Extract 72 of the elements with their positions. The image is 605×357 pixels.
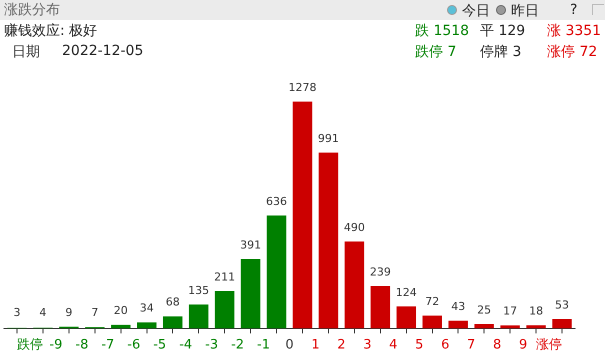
x-tick-label: 8 bbox=[492, 338, 502, 353]
text: 涨 3351 bbox=[547, 22, 602, 40]
data-label: 391 bbox=[240, 238, 262, 252]
text: 赚钱效应: 极好 bbox=[4, 22, 98, 40]
x-tick-label: 0 bbox=[285, 338, 294, 353]
text: 跌停 7 bbox=[415, 43, 456, 61]
x-tick-label: -8 bbox=[75, 338, 88, 353]
text: 平 129 bbox=[480, 22, 526, 40]
data-label: 20 bbox=[114, 304, 128, 318]
bar bbox=[526, 325, 546, 328]
x-tick-label: 6 bbox=[441, 338, 450, 353]
data-label: 53 bbox=[555, 298, 570, 312]
data-label: 18 bbox=[529, 304, 544, 318]
bar bbox=[344, 241, 364, 328]
text: 今日 bbox=[462, 2, 490, 20]
bar bbox=[292, 102, 312, 328]
data-label: 991 bbox=[318, 132, 339, 145]
data-label: 17 bbox=[503, 304, 518, 318]
data-label: 239 bbox=[370, 265, 391, 278]
data-label: 124 bbox=[396, 286, 417, 299]
text: 涨停 72 bbox=[547, 43, 598, 61]
x-tick-label: 跌停 bbox=[16, 338, 43, 353]
text: ? bbox=[570, 2, 578, 18]
x-tick-label: 9 bbox=[518, 338, 528, 353]
bar bbox=[396, 306, 416, 328]
x-tick-label: 4 bbox=[389, 338, 398, 353]
bar bbox=[370, 286, 390, 328]
x-tick-label: -4 bbox=[179, 338, 192, 353]
data-label: 7 bbox=[91, 306, 98, 319]
data-label: 9 bbox=[65, 306, 72, 319]
x-tick-label: -6 bbox=[127, 338, 140, 353]
bar bbox=[448, 320, 468, 328]
bar bbox=[422, 316, 442, 328]
bar bbox=[137, 322, 156, 328]
data-label: 135 bbox=[188, 284, 210, 297]
data-label: 1278 bbox=[288, 81, 316, 94]
x-tick-label: -1 bbox=[257, 338, 270, 353]
x-tick-label: -3 bbox=[205, 338, 218, 353]
text: 日期 bbox=[12, 43, 40, 61]
x-tick-label: 3 bbox=[363, 338, 372, 353]
x-tick-label: -5 bbox=[153, 338, 166, 353]
x-tick-label: 5 bbox=[415, 338, 424, 353]
data-label: 43 bbox=[451, 300, 466, 314]
x-tick-label: 7 bbox=[467, 338, 476, 353]
text: 停牌 3 bbox=[480, 43, 522, 61]
text: 2022-12-05 bbox=[62, 43, 144, 59]
bar bbox=[240, 259, 260, 328]
data-label: 490 bbox=[344, 220, 365, 234]
x-tick-label: 2 bbox=[337, 338, 346, 353]
bar bbox=[474, 324, 494, 328]
bar bbox=[318, 152, 338, 328]
data-label: 4 bbox=[39, 306, 46, 319]
text: 跌 1518 bbox=[415, 22, 470, 40]
bar bbox=[188, 304, 208, 328]
text: 昨日 bbox=[511, 2, 539, 20]
x-tick-label: -7 bbox=[101, 338, 114, 353]
bar bbox=[266, 216, 286, 328]
bar bbox=[214, 290, 234, 328]
data-label: 636 bbox=[266, 194, 288, 208]
x-tick-label: 1 bbox=[311, 338, 320, 353]
x-tick-label: 涨停 bbox=[536, 338, 562, 353]
chart-title: 涨跌分布 bbox=[4, 1, 60, 19]
data-label: 68 bbox=[166, 296, 180, 309]
data-label: 25 bbox=[477, 303, 492, 316]
data-label: 34 bbox=[140, 302, 154, 315]
data-label: 211 bbox=[214, 270, 236, 284]
x-tick-label: -2 bbox=[231, 338, 244, 353]
data-label: 72 bbox=[425, 294, 440, 308]
x-tick-label: -9 bbox=[49, 338, 62, 353]
data-label: 3 bbox=[13, 306, 20, 319]
bar bbox=[552, 318, 572, 328]
bar bbox=[162, 316, 182, 328]
